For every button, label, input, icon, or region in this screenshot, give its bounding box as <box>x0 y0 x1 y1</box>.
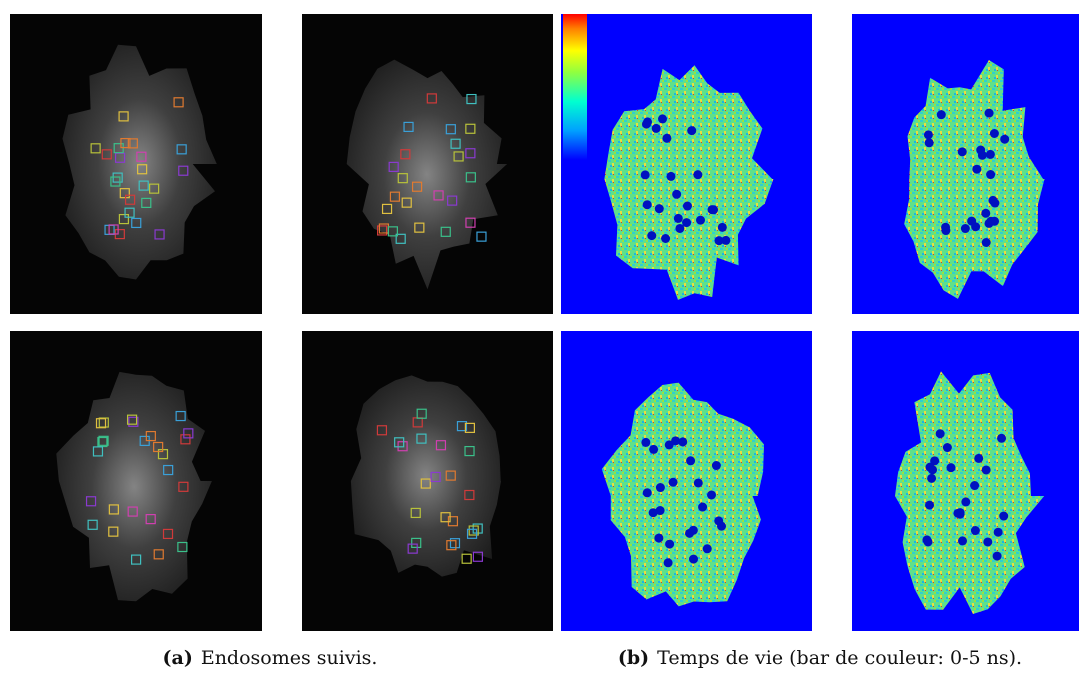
masked-endosome <box>666 172 675 181</box>
microscopy-image <box>302 14 553 314</box>
caption-label: (a) <box>163 647 193 669</box>
masked-endosome <box>974 454 983 463</box>
masked-endosome <box>696 216 705 225</box>
masked-endosome <box>654 534 663 543</box>
masked-endosome <box>641 438 650 447</box>
color-bar <box>563 14 587 160</box>
masked-endosome <box>665 440 674 449</box>
masked-endosome <box>642 120 651 129</box>
masked-endosome <box>936 429 945 438</box>
masked-endosome <box>925 138 934 147</box>
masked-endosome <box>953 509 962 518</box>
lifetime-image <box>852 14 1079 314</box>
masked-endosome <box>927 474 936 483</box>
masked-endosome <box>712 461 721 470</box>
masked-endosome <box>961 224 970 233</box>
masked-endosome <box>922 535 931 544</box>
masked-endosome <box>958 536 967 545</box>
lifetime-image <box>852 331 1079 631</box>
masked-endosome <box>643 200 652 209</box>
masked-endosome <box>694 478 703 487</box>
masked-endosome <box>990 217 999 226</box>
masked-endosome <box>982 465 991 474</box>
masked-endosome <box>943 443 952 452</box>
microscopy-image <box>302 331 553 631</box>
panels <box>10 14 1079 631</box>
masked-endosome <box>972 165 981 174</box>
masked-endosome <box>685 529 694 538</box>
masked-endosome <box>1000 135 1009 144</box>
masked-endosome <box>958 147 967 156</box>
masked-endosome <box>981 209 990 218</box>
masked-endosome <box>930 456 939 465</box>
masked-endosome <box>961 497 970 506</box>
masked-endosome <box>656 483 665 492</box>
masked-endosome <box>686 456 695 465</box>
caption-b: (b) Temps de vie (bar de couleur: 0-5 ns)… <box>618 647 1022 669</box>
masked-endosome <box>709 205 718 214</box>
masked-endosome <box>698 503 707 512</box>
masked-endosome <box>664 558 673 567</box>
masked-endosome <box>707 490 716 499</box>
masked-endosome <box>970 481 979 490</box>
caption-a: (a) Endosomes suivis. <box>163 647 378 669</box>
masked-endosome <box>985 109 994 118</box>
masked-endosome <box>946 463 955 472</box>
masked-endosome <box>714 236 723 245</box>
masked-endosome <box>990 129 999 138</box>
masked-endosome <box>937 110 946 119</box>
masked-endosome <box>674 214 683 223</box>
masked-endosome <box>661 234 670 243</box>
masked-endosome <box>687 126 696 135</box>
masked-endosome <box>703 544 712 553</box>
lifetime-image <box>561 14 812 314</box>
masked-endosome <box>641 170 650 179</box>
masked-endosome <box>672 190 681 199</box>
masked-endosome <box>678 437 687 446</box>
masked-endosome <box>649 445 658 454</box>
masked-endosome <box>971 526 980 535</box>
masked-endosome <box>662 134 671 143</box>
masked-endosome <box>978 151 987 160</box>
masked-endosome <box>643 488 652 497</box>
masked-endosome <box>986 150 995 159</box>
masked-endosome <box>669 478 678 487</box>
masked-endosome <box>649 508 658 517</box>
masked-endosome <box>655 204 664 213</box>
masked-endosome <box>988 196 997 205</box>
microscopy-image <box>10 331 262 631</box>
masked-endosome <box>658 114 667 123</box>
masked-endosome <box>986 170 995 179</box>
lifetime-image <box>561 331 812 631</box>
masked-endosome <box>983 537 992 546</box>
masked-endosome <box>971 222 980 231</box>
masked-endosome <box>693 170 702 179</box>
masked-endosome <box>717 522 726 531</box>
masked-endosome <box>925 501 934 510</box>
figure: (a) Endosomes suivis. (b) Temps de vie (ba… <box>0 0 1089 673</box>
masked-endosome <box>993 552 1002 561</box>
masked-endosome <box>941 226 950 235</box>
caption-label: (b) <box>618 647 649 669</box>
masked-endosome <box>647 231 656 240</box>
masked-endosome <box>982 238 991 247</box>
masked-endosome <box>924 130 933 139</box>
microscopy-image <box>10 14 262 314</box>
masked-endosome <box>999 512 1008 521</box>
masked-endosome <box>689 555 698 564</box>
caption-text: Endosomes suivis. <box>201 647 378 669</box>
masked-endosome <box>683 202 692 211</box>
masked-endosome <box>652 124 661 133</box>
masked-endosome <box>718 223 727 232</box>
caption-text: Temps de vie (bar de couleur: 0-5 ns). <box>657 647 1022 669</box>
masked-endosome <box>675 224 684 233</box>
masked-endosome <box>994 528 1003 537</box>
masked-endosome <box>997 434 1006 443</box>
masked-endosome <box>665 540 674 549</box>
